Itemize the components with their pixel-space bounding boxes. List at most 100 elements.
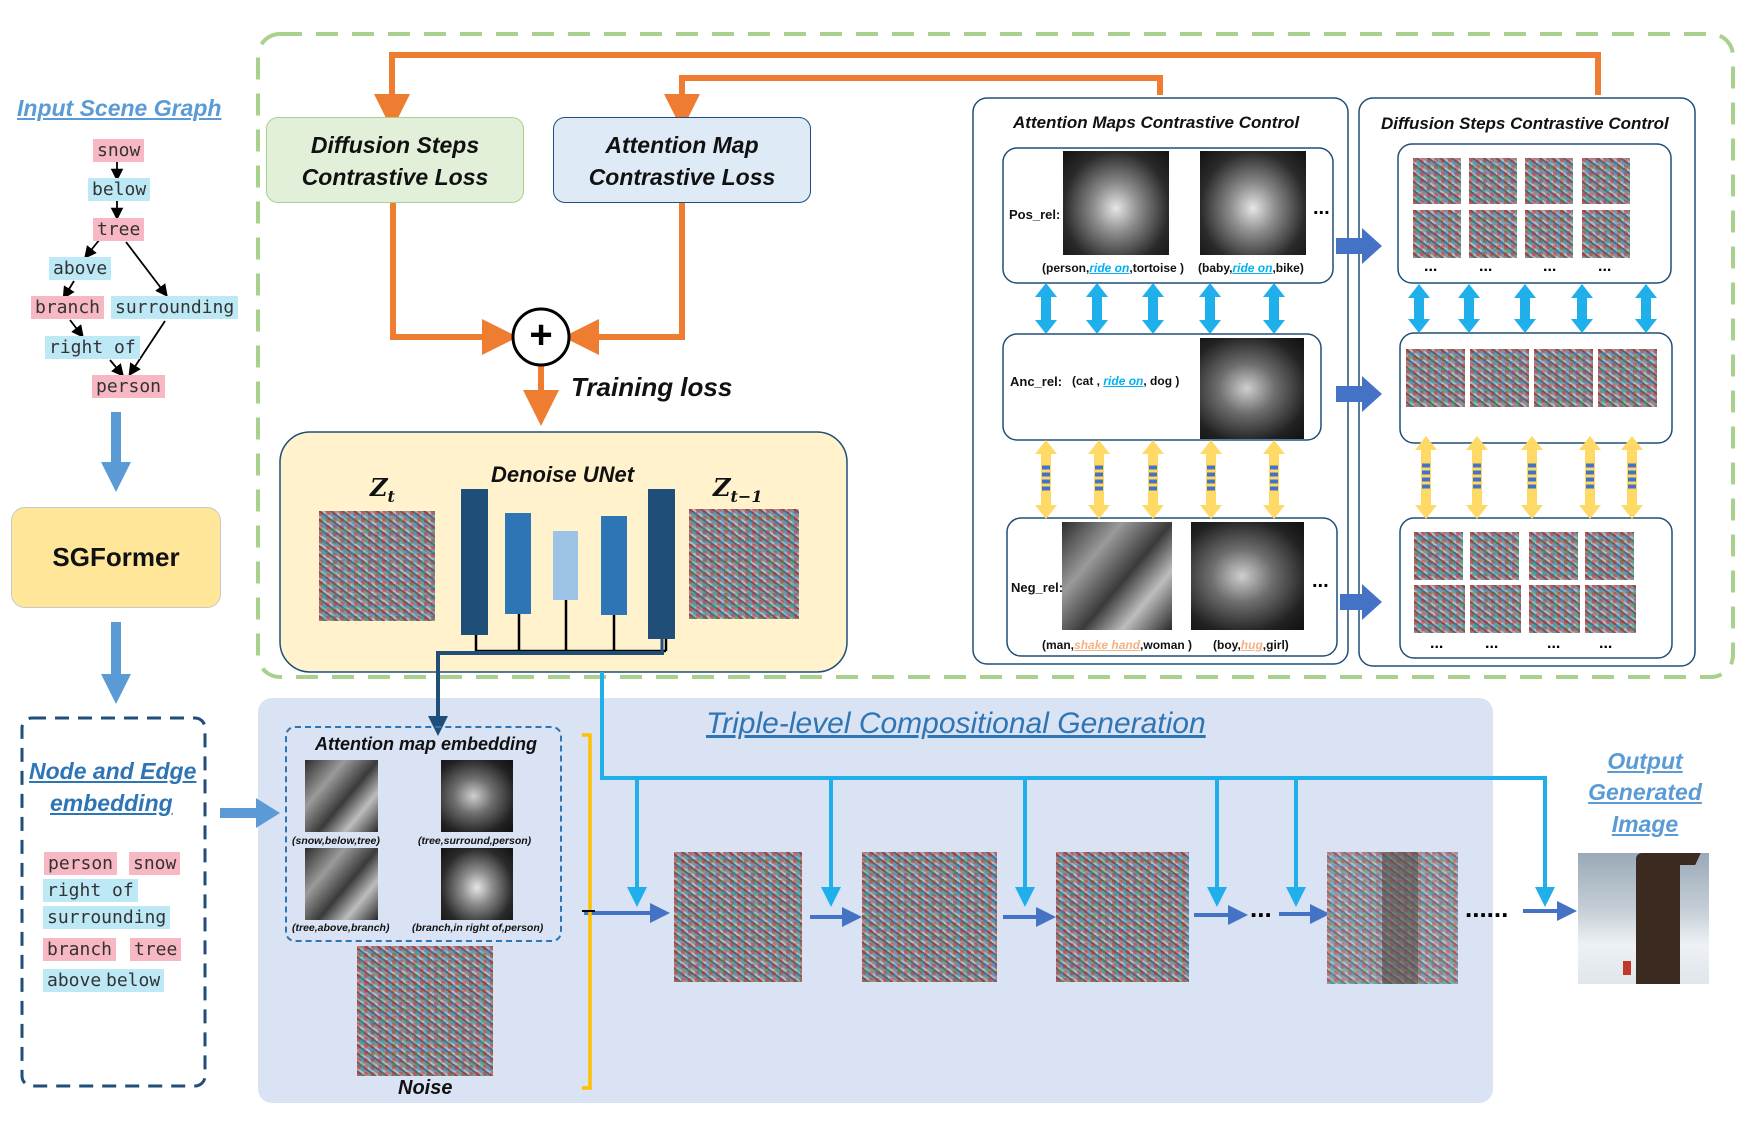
attention-attract-arrow <box>1035 283 1057 334</box>
loss-flow-arrows <box>374 52 1601 426</box>
repulsion-marker <box>1528 470 1536 475</box>
diffusion-neg-ellipsis: ... <box>1599 635 1613 652</box>
diffusion-neg-thumb <box>1529 532 1578 580</box>
neg-caption-1: (man,shake hand,woman ) <box>1042 638 1193 652</box>
map-caption-2: (tree,surround,person) <box>418 835 532 847</box>
diffusion-neg-thumb <box>1414 585 1465 633</box>
graph-edge-right-of: right of <box>45 336 140 359</box>
condition-arrows <box>600 672 1555 907</box>
diffusion-pos-thumb <box>1525 158 1573 204</box>
diffusion-anc-thumb <box>1534 349 1593 407</box>
diffusion-loss-line1: Diffusion Steps <box>310 132 480 158</box>
graph-node-snow: snow <box>93 139 145 162</box>
embed-below: below <box>102 969 165 992</box>
repulsion-marker <box>1422 463 1430 468</box>
diffusion-pos-ellipsis: ... <box>1424 258 1438 275</box>
zt-noise-image <box>319 511 435 621</box>
graph-edge-surrounding: surrounding <box>111 296 239 319</box>
diffusion-loss-line2: Contrastive Loss <box>301 164 489 190</box>
gen-dots-2: ...... <box>1465 893 1509 923</box>
gen-step-2 <box>862 852 997 982</box>
attention-control-title: Attention Maps Contrastive Control <box>1013 113 1300 132</box>
diffusion-pos-thumb <box>1413 210 1461 258</box>
diffusion-pos-ellipsis: ... <box>1543 258 1557 275</box>
embed-tree: tree <box>130 938 182 961</box>
pos-rel-label: Pos_rel: <box>1009 207 1061 222</box>
repulsion-marker <box>1207 472 1215 477</box>
unet-blocks <box>461 489 675 639</box>
diffusion-control-title: Diffusion Steps Contrastive Control <box>1381 114 1669 133</box>
zt-label: Zt <box>370 473 395 506</box>
repulsion-marker <box>1270 486 1278 491</box>
attraction-arrows <box>1035 283 1657 334</box>
diffusion-neg-thumb <box>1414 532 1463 580</box>
unet-title: Denoise UNet <box>491 462 635 487</box>
embedding-map-3 <box>305 848 378 920</box>
pos-attention-map-1 <box>1063 151 1169 255</box>
repulsion-marker <box>1042 479 1050 484</box>
noise-image <box>357 946 493 1076</box>
map-caption-4: (branch,in right of,person) <box>412 922 544 934</box>
repulsion-marker <box>1042 472 1050 477</box>
attention-attract-arrow <box>1199 283 1221 334</box>
repulsion-marker <box>1422 477 1430 482</box>
embed-surrounding: surrounding <box>43 906 171 929</box>
graph-edge-below: below <box>88 178 151 201</box>
attention-loss-line2: Contrastive Loss <box>588 164 776 190</box>
diffusion-attract-arrow <box>1408 284 1430 333</box>
graph-node-tree: tree <box>93 218 145 241</box>
repulsion-marker <box>1528 484 1536 489</box>
attention-embedding-box <box>285 726 562 942</box>
scene-graph-title: Input Scene Graph <box>17 95 222 121</box>
embed-person: person <box>44 852 118 875</box>
repulsion-marker <box>1473 463 1481 468</box>
attention-embedding-title: Attention map embedding <box>315 734 537 754</box>
diffusion-neg-thumb <box>1470 532 1519 580</box>
left-flow-arrows <box>101 412 280 828</box>
repulsion-marker <box>1095 479 1103 484</box>
diffusion-anc-thumb <box>1598 349 1657 407</box>
embedding-map-4 <box>441 848 513 920</box>
repulsion-marker <box>1270 479 1278 484</box>
attention-attract-arrow <box>1142 283 1164 334</box>
repulsion-arrows <box>1035 436 1643 519</box>
repulsion-marker <box>1095 486 1103 491</box>
plus-sign: + <box>529 313 553 357</box>
attention-attract-arrow <box>1086 283 1108 334</box>
neg-ellipsis: ... <box>1312 570 1329 592</box>
diffusion-pos-thumb <box>1582 210 1630 258</box>
scene-graph-edges <box>62 161 168 377</box>
repulsion-marker <box>1207 465 1215 470</box>
diffusion-pos-thumb <box>1469 210 1517 258</box>
embedding-box <box>20 716 207 1088</box>
gen-dots-1: ... <box>1250 893 1272 923</box>
zt1-label: Zt−1 <box>713 473 763 506</box>
repulsion-marker <box>1586 470 1594 475</box>
diffusion-neg-thumb <box>1585 532 1634 580</box>
repulsion-marker <box>1628 470 1636 475</box>
attention-loss-box: Attention Map Contrastive Loss <box>553 117 811 203</box>
graph-edge-above: above <box>49 257 112 280</box>
repulsion-marker <box>1628 484 1636 489</box>
repulsion-marker <box>1270 465 1278 470</box>
embed-right-of: right of <box>43 879 138 902</box>
repulsion-marker <box>1586 477 1594 482</box>
diffusion-pos-thumb <box>1582 158 1630 204</box>
diffusion-attract-arrow <box>1635 284 1657 333</box>
attention-feed-arrow <box>428 651 664 736</box>
generation-chain-arrows <box>584 901 1577 927</box>
embedding-title-line2: embedding <box>50 790 173 816</box>
diffusion-neg-ellipsis: ... <box>1485 635 1499 652</box>
sgformer-label: SGFormer <box>52 542 180 572</box>
gen-step-4 <box>1327 852 1458 984</box>
diffusion-neg-thumb <box>1585 585 1636 633</box>
diffusion-loss-box: Diffusion Steps Contrastive Loss <box>266 117 524 203</box>
sum-node <box>511 307 571 367</box>
map-caption-3: (tree,above,branch) <box>292 922 390 934</box>
noise-label: Noise <box>398 1077 453 1099</box>
gen-step-3 <box>1056 852 1189 982</box>
output-line1: Output <box>1607 748 1683 774</box>
embed-branch: branch <box>43 938 117 961</box>
repulsion-marker <box>1422 470 1430 475</box>
pos-attention-map-2 <box>1200 151 1306 255</box>
